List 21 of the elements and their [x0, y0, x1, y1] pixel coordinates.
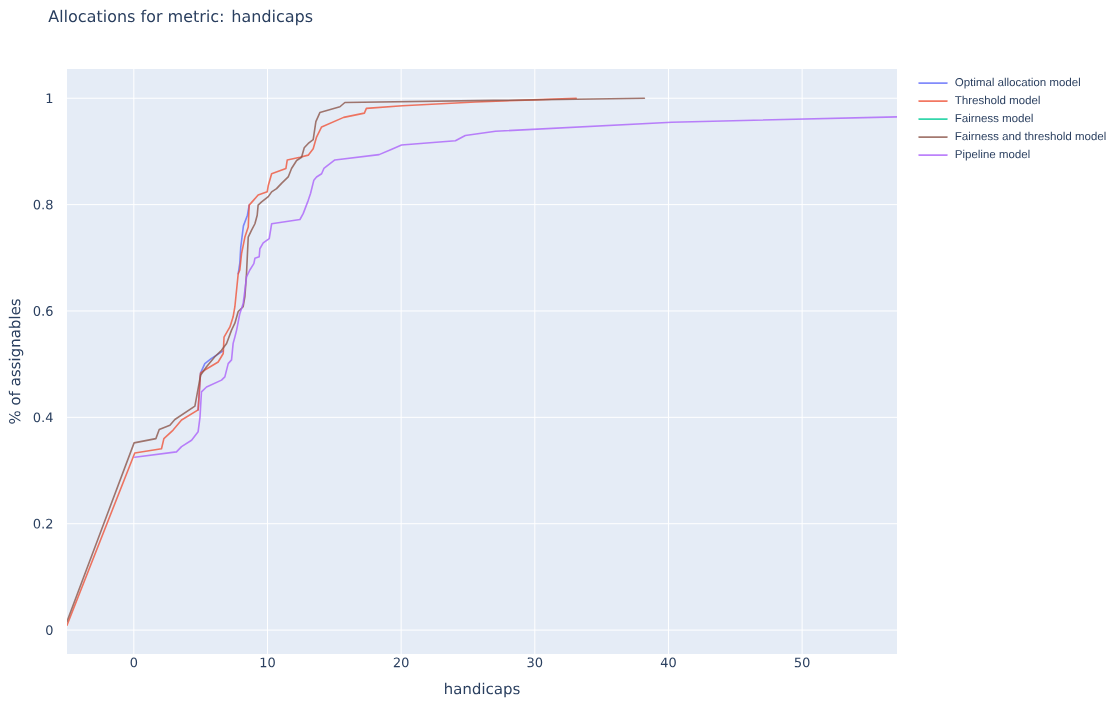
x-tick-label: 40 [660, 657, 676, 668]
y-tick-label: 0.8 [33, 199, 53, 210]
x-tick-label: 0 [130, 657, 138, 668]
legend-label: Pipeline model [955, 149, 1030, 161]
y-tick-label: 0 [46, 625, 53, 635]
y-tick-label: 0.6 [33, 306, 53, 316]
chart-title: Allocations for metric: handicaps [48, 9, 313, 26]
y-tick-label: 1 [46, 93, 53, 103]
legend-label: Optimal allocation model [955, 77, 1080, 89]
x-tick-label: 50 [794, 657, 810, 668]
y-tick-label: 0.2 [33, 518, 53, 529]
x-tick-label: 20 [393, 657, 409, 668]
legend-label: Threshold model [955, 95, 1040, 105]
y-tick-label: 0.4 [33, 412, 53, 423]
x-tick-label: 10 [260, 657, 275, 668]
legend-label: Fairness and threshold model [955, 131, 1106, 141]
x-tick-label: 30 [527, 657, 543, 668]
line-series [133, 116, 898, 459]
y-axis-title: % of assignables [8, 299, 24, 424]
x-axis-title: handicaps [445, 682, 520, 698]
legend-label: Fairness model [955, 113, 1033, 123]
